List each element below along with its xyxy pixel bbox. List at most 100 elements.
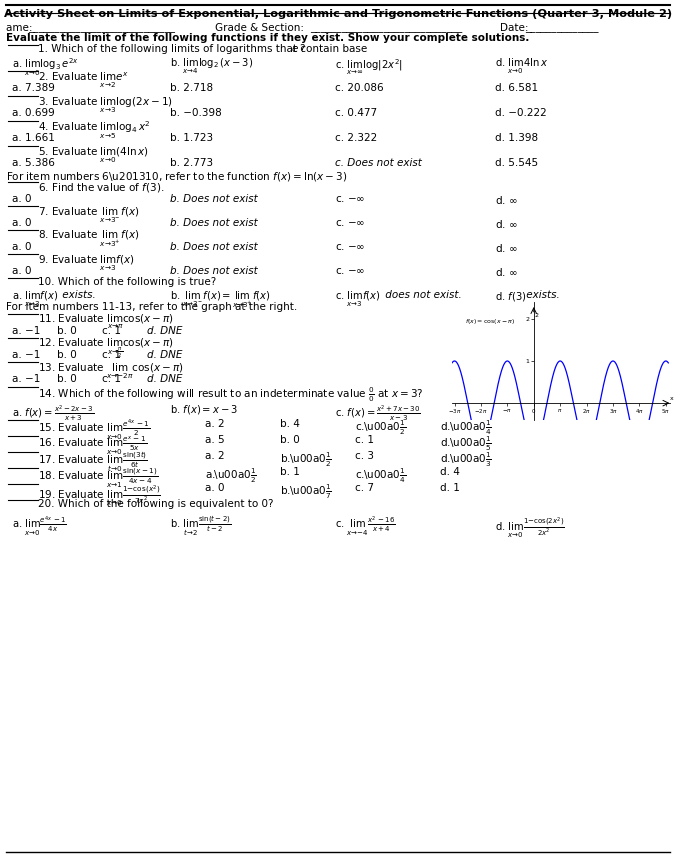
Text: b. 0: b. 0 xyxy=(57,326,77,336)
Text: 19. Evaluate $\lim_{x\to 0}\frac{1-\cos(x^2)}{7x^2}$: 19. Evaluate $\lim_{x\to 0}\frac{1-\cos(… xyxy=(38,483,161,508)
Text: c. 0.477: c. 0.477 xyxy=(335,108,377,118)
Text: c. 1: c. 1 xyxy=(102,350,121,360)
Text: b. 0: b. 0 xyxy=(57,350,77,360)
Text: b. 0: b. 0 xyxy=(280,435,299,445)
Text: d. 4: d. 4 xyxy=(440,467,460,477)
Text: d. $\lim_{x\to 0}4\ln x$: d. $\lim_{x\to 0}4\ln x$ xyxy=(495,57,548,76)
Text: d. −0.222: d. −0.222 xyxy=(495,108,547,118)
Text: b. −0.398: b. −0.398 xyxy=(170,108,222,118)
Text: d. $\lim_{x\to 0}\frac{1-\cos(2x^2)}{2x^2}$: d. $\lim_{x\to 0}\frac{1-\cos(2x^2)}{2x^… xyxy=(495,515,565,539)
Text: b. 0: b. 0 xyxy=(57,374,77,384)
Text: a. 1.661: a. 1.661 xyxy=(12,133,55,143)
Text: b. 1.723: b. 1.723 xyxy=(170,133,213,143)
Text: 6. Find the value of $f(3)$.: 6. Find the value of $f(3)$. xyxy=(38,181,164,194)
Text: a. −1: a. −1 xyxy=(12,374,41,384)
Text: For item numbers 6\u201310, refer to the function $f(x) = \ln(x-3)$: For item numbers 6\u201310, refer to the… xyxy=(6,170,347,183)
Text: c.\u00a0$\frac{1}{4}$: c.\u00a0$\frac{1}{4}$ xyxy=(355,467,406,485)
Text: a. 2: a. 2 xyxy=(205,419,224,429)
Text: a. 0: a. 0 xyxy=(12,218,32,228)
Text: d. DNE: d. DNE xyxy=(147,350,183,360)
Text: d. $\infty$: d. $\infty$ xyxy=(495,194,518,206)
Text: 8. Evaluate $\lim_{x\to 3^+}f(x)$: 8. Evaluate $\lim_{x\to 3^+}f(x)$ xyxy=(38,229,139,249)
Text: b. $\lim_{x\to 4}\log_2(x-3)$: b. $\lim_{x\to 4}\log_2(x-3)$ xyxy=(170,57,254,76)
Text: 17. Evaluate $\lim_{t\to 0}\frac{\sin(3t)}{6t}$: 17. Evaluate $\lim_{t\to 0}\frac{\sin(3t… xyxy=(38,451,148,474)
Text: 7. Evaluate $\lim_{x\to 3^-}f(x)$: 7. Evaluate $\lim_{x\to 3^-}f(x)$ xyxy=(38,205,139,224)
Text: 12. Evaluate $\lim_{x\to \frac{\pi}{2}}\cos(x-\pi)$: 12. Evaluate $\lim_{x\to \frac{\pi}{2}}\… xyxy=(38,337,174,360)
Text: d. DNE: d. DNE xyxy=(147,374,183,384)
Text: d. 6.581: d. 6.581 xyxy=(495,83,538,93)
Text: d. 1.398: d. 1.398 xyxy=(495,133,538,143)
Text: d. $f(3)$: d. $f(3)$ xyxy=(495,290,527,303)
Text: ____________________________: ____________________________ xyxy=(28,23,175,33)
Text: b.\u00a0$\frac{1}{7}$: b.\u00a0$\frac{1}{7}$ xyxy=(280,483,332,502)
Text: a. 0: a. 0 xyxy=(12,242,32,252)
Text: exists.: exists. xyxy=(523,290,560,300)
Text: d. $\infty$: d. $\infty$ xyxy=(495,218,518,230)
Text: c. 2.322: c. 2.322 xyxy=(335,133,377,143)
Text: a. 2: a. 2 xyxy=(205,451,224,461)
Text: d. $f(x) = \frac{3}{e^{(x-3)}}$: d. $f(x) = \frac{3}{e^{(x-3)}}$ xyxy=(495,403,560,423)
Text: b. Does not exist: b. Does not exist xyxy=(170,194,258,204)
Text: b. Does not exist: b. Does not exist xyxy=(170,266,258,276)
Text: b. $\lim_{x\to 3^-}f(x) = \lim_{x\to 3^+}f(x)$: b. $\lim_{x\to 3^-}f(x) = \lim_{x\to 3^+… xyxy=(170,290,270,310)
Text: 15. Evaluate $\lim_{x\to 0}\frac{e^{4x}-1}{2}$: 15. Evaluate $\lim_{x\to 0}\frac{e^{4x}-… xyxy=(38,419,150,442)
Text: a. $\lim_{x\to 3}f(x)$: a. $\lim_{x\to 3}f(x)$ xyxy=(12,290,58,309)
Text: ______________: ______________ xyxy=(525,23,598,33)
Text: For item numbers 11-13, refer to the graph at the right.: For item numbers 11-13, refer to the gra… xyxy=(6,302,297,312)
Text: a. 0.699: a. 0.699 xyxy=(12,108,55,118)
Text: ame:: ame: xyxy=(6,23,36,33)
Text: a. 5: a. 5 xyxy=(205,435,224,445)
Text: a. $f(x) = \frac{x^2-2x-3}{x+3}$: a. $f(x) = \frac{x^2-2x-3}{x+3}$ xyxy=(12,403,94,423)
Text: b. 2.773: b. 2.773 xyxy=(170,158,213,168)
Text: a. $\lim_{x\to 0}\log_3 e^{2x}$: a. $\lim_{x\to 0}\log_3 e^{2x}$ xyxy=(12,57,79,78)
Text: ?: ? xyxy=(299,44,304,54)
Text: c. $-\infty$: c. $-\infty$ xyxy=(335,194,366,204)
Text: c. 1: c. 1 xyxy=(102,374,121,384)
Text: 3. Evaluate $\lim_{x\to 3}\log(2x-1)$: 3. Evaluate $\lim_{x\to 3}\log(2x-1)$ xyxy=(38,95,173,114)
Text: a. 0: a. 0 xyxy=(12,266,32,276)
Text: c. $\lim_{x\to 3}f(x)$: c. $\lim_{x\to 3}f(x)$ xyxy=(335,290,381,309)
Text: c. $-\infty$: c. $-\infty$ xyxy=(335,218,366,228)
Text: $f(x) = \cos(x - \pi)$: $f(x) = \cos(x - \pi)$ xyxy=(465,317,516,326)
Text: 18. Evaluate $\lim_{x\to 1}\frac{\sin(x-1)}{4x-4}$: 18. Evaluate $\lim_{x\to 1}\frac{\sin(x-… xyxy=(38,467,158,490)
Text: 20. Which of the following is equivalent to 0?: 20. Which of the following is equivalent… xyxy=(38,499,274,509)
Text: b. 4: b. 4 xyxy=(280,419,300,429)
Text: d. $\infty$: d. $\infty$ xyxy=(495,242,518,254)
Text: 4. Evaluate $\lim_{x\to 5}\log_4 x^2$: 4. Evaluate $\lim_{x\to 5}\log_4 x^2$ xyxy=(38,120,151,142)
Text: Evaluate the limit of the following functions if they exist. Show your complete : Evaluate the limit of the following func… xyxy=(6,33,529,43)
Text: 14. Which of the following will result to an indeterminate value $\frac{0}{0}$ a: 14. Which of the following will result t… xyxy=(38,386,424,405)
Text: does not exist.: does not exist. xyxy=(382,290,462,300)
Text: a. −1: a. −1 xyxy=(12,326,41,336)
Text: c. $-\infty$: c. $-\infty$ xyxy=(335,266,366,276)
Text: b. $f(x) = x-3$: b. $f(x) = x-3$ xyxy=(170,403,238,416)
Text: d.\u00a0$\frac{1}{3}$: d.\u00a0$\frac{1}{3}$ xyxy=(440,451,492,470)
Text: c. $f(x) = \frac{x^2+7x-30}{x-3}$: c. $f(x) = \frac{x^2+7x-30}{x-3}$ xyxy=(335,403,421,423)
Text: c. 1: c. 1 xyxy=(355,435,374,445)
Text: 11. Evaluate $\lim_{x\to \pi}\cos(x-\pi)$: 11. Evaluate $\lim_{x\to \pi}\cos(x-\pi)… xyxy=(38,313,174,332)
Text: a. 7.389: a. 7.389 xyxy=(12,83,55,93)
Text: c. Does not exist: c. Does not exist xyxy=(335,158,422,168)
Text: b. 1: b. 1 xyxy=(280,467,300,477)
Text: _____________________________: _____________________________ xyxy=(310,23,462,33)
Text: 10. Which of the following is true?: 10. Which of the following is true? xyxy=(38,277,216,287)
Text: c. 1: c. 1 xyxy=(102,326,121,336)
Text: 9. Evaluate $\lim_{x\to 3}f(x)$: 9. Evaluate $\lim_{x\to 3}f(x)$ xyxy=(38,253,135,272)
Text: a. 0: a. 0 xyxy=(205,483,224,493)
Text: exists.: exists. xyxy=(59,290,96,300)
Text: c.\u00a0$\frac{1}{2}$: c.\u00a0$\frac{1}{2}$ xyxy=(355,419,406,437)
Text: c. $-\infty$: c. $-\infty$ xyxy=(335,242,366,252)
Text: a.\u00a0$\frac{1}{2}$: a.\u00a0$\frac{1}{2}$ xyxy=(205,467,257,485)
Text: x: x xyxy=(669,396,673,400)
Text: c. $\lim_{x\to -4}\frac{x^2-16}{x+4}$: c. $\lim_{x\to -4}\frac{x^2-16}{x+4}$ xyxy=(335,515,395,539)
Text: 13. Evaluate $\lim_{x\to -2\pi}\cos(x-\pi)$: 13. Evaluate $\lim_{x\to -2\pi}\cos(x-\p… xyxy=(38,361,184,381)
Text: a. −1: a. −1 xyxy=(12,350,41,360)
Text: d. 1: d. 1 xyxy=(440,483,460,493)
Text: a. $\lim_{x\to 0}\frac{e^{4x}-1}{4x}$: a. $\lim_{x\to 0}\frac{e^{4x}-1}{4x}$ xyxy=(12,515,67,539)
Text: 16. Evaluate $\lim_{x\to 0}\frac{e^x-1}{5x}$: 16. Evaluate $\lim_{x\to 0}\frac{e^x-1}{… xyxy=(38,435,147,457)
Text: b. Does not exist: b. Does not exist xyxy=(170,242,258,252)
Text: c. 20.086: c. 20.086 xyxy=(335,83,383,93)
Text: d.\u00a0$\frac{1}{5}$: d.\u00a0$\frac{1}{5}$ xyxy=(440,435,492,454)
Text: Date:: Date: xyxy=(500,23,532,33)
Text: Grade & Section:: Grade & Section: xyxy=(215,23,308,33)
Text: d. DNE: d. DNE xyxy=(147,326,183,336)
